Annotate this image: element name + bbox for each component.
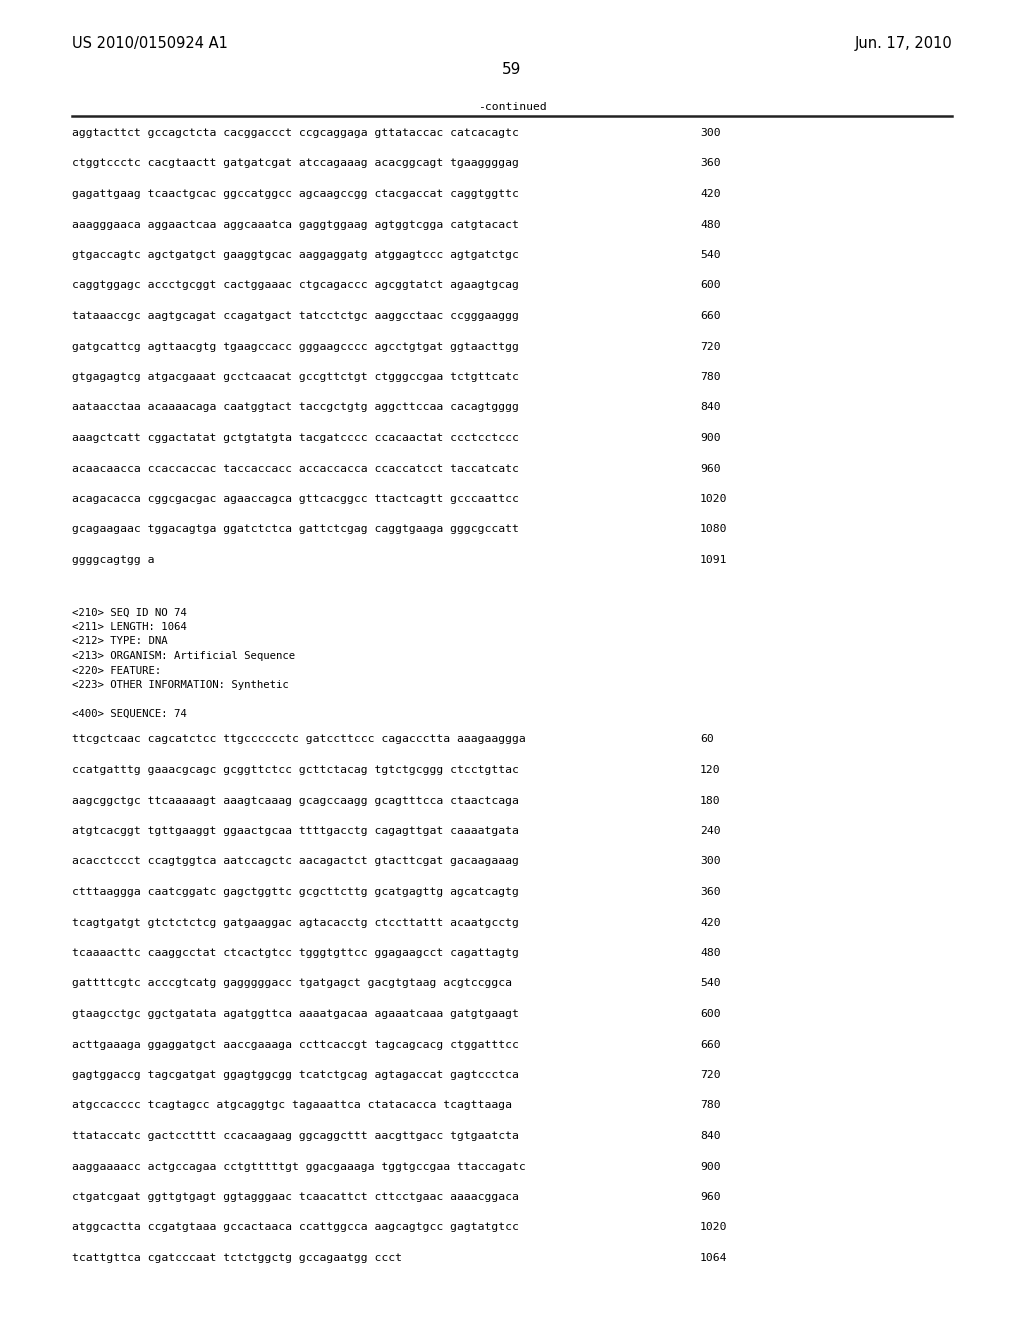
Text: -continued: -continued — [477, 102, 547, 112]
Text: 960: 960 — [700, 1192, 721, 1203]
Text: <212> TYPE: DNA: <212> TYPE: DNA — [72, 636, 168, 647]
Text: 540: 540 — [700, 249, 721, 260]
Text: US 2010/0150924 A1: US 2010/0150924 A1 — [72, 36, 228, 51]
Text: gtgagagtcg atgacgaaat gcctcaacat gccgttctgt ctgggccgaa tctgttcatc: gtgagagtcg atgacgaaat gcctcaacat gccgttc… — [72, 372, 519, 381]
Text: <211> LENGTH: 1064: <211> LENGTH: 1064 — [72, 622, 186, 632]
Text: acaacaacca ccaccaccac taccaccacc accaccacca ccaccatcct taccatcatc: acaacaacca ccaccaccac taccaccacc accacca… — [72, 463, 519, 474]
Text: 240: 240 — [700, 826, 721, 836]
Text: 600: 600 — [700, 1008, 721, 1019]
Text: 59: 59 — [503, 62, 521, 77]
Text: acagacacca cggcgacgac agaaccagca gttcacggcc ttactcagtt gcccaattcc: acagacacca cggcgacgac agaaccagca gttcacg… — [72, 494, 519, 504]
Text: 600: 600 — [700, 281, 721, 290]
Text: atggcactta ccgatgtaaa gccactaaca ccattggcca aagcagtgcc gagtatgtcc: atggcactta ccgatgtaaa gccactaaca ccattgg… — [72, 1222, 519, 1233]
Text: acacctccct ccagtggtca aatccagctc aacagactct gtacttcgat gacaagaaag: acacctccct ccagtggtca aatccagctc aacagac… — [72, 857, 519, 866]
Text: aaagctcatt cggactatat gctgtatgta tacgatcccc ccacaactat ccctcctccc: aaagctcatt cggactatat gctgtatgta tacgatc… — [72, 433, 519, 444]
Text: gatgcattcg agttaacgtg tgaagccacc gggaagcccc agcctgtgat ggtaacttgg: gatgcattcg agttaacgtg tgaagccacc gggaagc… — [72, 342, 519, 351]
Text: 1080: 1080 — [700, 524, 727, 535]
Text: 1020: 1020 — [700, 1222, 727, 1233]
Text: 660: 660 — [700, 1040, 721, 1049]
Text: tcagtgatgt gtctctctcg gatgaaggac agtacacctg ctccttattt acaatgcctg: tcagtgatgt gtctctctcg gatgaaggac agtacac… — [72, 917, 519, 928]
Text: <400> SEQUENCE: 74: <400> SEQUENCE: 74 — [72, 709, 186, 718]
Text: 420: 420 — [700, 917, 721, 928]
Text: <223> OTHER INFORMATION: Synthetic: <223> OTHER INFORMATION: Synthetic — [72, 680, 289, 690]
Text: 1064: 1064 — [700, 1253, 727, 1263]
Text: 1091: 1091 — [700, 554, 727, 565]
Text: ctggtccctc cacgtaactt gatgatcgat atccagaaag acacggcagt tgaaggggag: ctggtccctc cacgtaactt gatgatcgat atccaga… — [72, 158, 519, 169]
Text: 780: 780 — [700, 1101, 721, 1110]
Text: 480: 480 — [700, 219, 721, 230]
Text: 900: 900 — [700, 1162, 721, 1172]
Text: gagtggaccg tagcgatgat ggagtggcgg tcatctgcag agtagaccat gagtccctca: gagtggaccg tagcgatgat ggagtggcgg tcatctg… — [72, 1071, 519, 1080]
Text: atgtcacggt tgttgaaggt ggaactgcaa ttttgacctg cagagttgat caaaatgata: atgtcacggt tgttgaaggt ggaactgcaa ttttgac… — [72, 826, 519, 836]
Text: 660: 660 — [700, 312, 721, 321]
Text: tcaaaacttc caaggcctat ctcactgtcc tgggtgttcc ggagaagcct cagattagtg: tcaaaacttc caaggcctat ctcactgtcc tgggtgt… — [72, 948, 519, 958]
Text: aaggaaaacc actgccagaa cctgtttttgt ggacgaaaga tggtgccgaa ttaccagatc: aaggaaaacc actgccagaa cctgtttttgt ggacga… — [72, 1162, 525, 1172]
Text: 720: 720 — [700, 1071, 721, 1080]
Text: <213> ORGANISM: Artificial Sequence: <213> ORGANISM: Artificial Sequence — [72, 651, 295, 661]
Text: aaagggaaca aggaactcaa aggcaaatca gaggtggaag agtggtcgga catgtacact: aaagggaaca aggaactcaa aggcaaatca gaggtgg… — [72, 219, 519, 230]
Text: ccatgatttg gaaacgcagc gcggttctcc gcttctacag tgtctgcggg ctcctgttac: ccatgatttg gaaacgcagc gcggttctcc gcttcta… — [72, 766, 519, 775]
Text: aataacctaa acaaaacaga caatggtact taccgctgtg aggcttccaa cacagtgggg: aataacctaa acaaaacaga caatggtact taccgct… — [72, 403, 519, 412]
Text: atgccacccc tcagtagcc atgcaggtgc tagaaattca ctatacacca tcagttaaga: atgccacccc tcagtagcc atgcaggtgc tagaaatt… — [72, 1101, 512, 1110]
Text: caggtggagc accctgcggt cactggaaac ctgcagaccc agcggtatct agaagtgcag: caggtggagc accctgcggt cactggaaac ctgcaga… — [72, 281, 519, 290]
Text: 540: 540 — [700, 978, 721, 989]
Text: 960: 960 — [700, 463, 721, 474]
Text: 780: 780 — [700, 372, 721, 381]
Text: 420: 420 — [700, 189, 721, 199]
Text: 360: 360 — [700, 887, 721, 898]
Text: ggggcagtgg a: ggggcagtgg a — [72, 554, 155, 565]
Text: 360: 360 — [700, 158, 721, 169]
Text: 180: 180 — [700, 796, 721, 805]
Text: 1020: 1020 — [700, 494, 727, 504]
Text: ttcgctcaac cagcatctcc ttgcccccctc gatccttccc cagaccctta aaagaaggga: ttcgctcaac cagcatctcc ttgcccccctc gatcct… — [72, 734, 525, 744]
Text: tcattgttca cgatcccaat tctctggctg gccagaatgg ccct: tcattgttca cgatcccaat tctctggctg gccagaa… — [72, 1253, 402, 1263]
Text: 480: 480 — [700, 948, 721, 958]
Text: aggtacttct gccagctcta cacggaccct ccgcaggaga gttataccac catcacagtc: aggtacttct gccagctcta cacggaccct ccgcagg… — [72, 128, 519, 139]
Text: 840: 840 — [700, 403, 721, 412]
Text: Jun. 17, 2010: Jun. 17, 2010 — [854, 36, 952, 51]
Text: 720: 720 — [700, 342, 721, 351]
Text: gtgaccagtc agctgatgct gaaggtgcac aaggaggatg atggagtccc agtgatctgc: gtgaccagtc agctgatgct gaaggtgcac aaggagg… — [72, 249, 519, 260]
Text: tataaaccgc aagtgcagat ccagatgact tatcctctgc aaggcctaac ccgggaaggg: tataaaccgc aagtgcagat ccagatgact tatcctc… — [72, 312, 519, 321]
Text: gcagaagaac tggacagtga ggatctctca gattctcgag caggtgaaga gggcgccatt: gcagaagaac tggacagtga ggatctctca gattctc… — [72, 524, 519, 535]
Text: gtaagcctgc ggctgatata agatggttca aaaatgacaa agaaatcaaa gatgtgaagt: gtaagcctgc ggctgatata agatggttca aaaatga… — [72, 1008, 519, 1019]
Text: ctttaaggga caatcggatc gagctggttc gcgcttcttg gcatgagttg agcatcagtg: ctttaaggga caatcggatc gagctggttc gcgcttc… — [72, 887, 519, 898]
Text: 60: 60 — [700, 734, 714, 744]
Text: aagcggctgc ttcaaaaagt aaagtcaaag gcagccaagg gcagtttcca ctaactcaga: aagcggctgc ttcaaaaagt aaagtcaaag gcagcca… — [72, 796, 519, 805]
Text: <210> SEQ ID NO 74: <210> SEQ ID NO 74 — [72, 607, 186, 618]
Text: ttataccatc gactcctttt ccacaagaag ggcaggcttt aacgttgacc tgtgaatcta: ttataccatc gactcctttt ccacaagaag ggcaggc… — [72, 1131, 519, 1140]
Text: <220> FEATURE:: <220> FEATURE: — [72, 665, 161, 676]
Text: 300: 300 — [700, 857, 721, 866]
Text: acttgaaaga ggaggatgct aaccgaaaga ccttcaccgt tagcagcacg ctggatttcc: acttgaaaga ggaggatgct aaccgaaaga ccttcac… — [72, 1040, 519, 1049]
Text: 300: 300 — [700, 128, 721, 139]
Text: ctgatcgaat ggttgtgagt ggtagggaac tcaacattct cttcctgaac aaaacggaca: ctgatcgaat ggttgtgagt ggtagggaac tcaacat… — [72, 1192, 519, 1203]
Text: 900: 900 — [700, 433, 721, 444]
Text: 120: 120 — [700, 766, 721, 775]
Text: gagattgaag tcaactgcac ggccatggcc agcaagccgg ctacgaccat caggtggttc: gagattgaag tcaactgcac ggccatggcc agcaagc… — [72, 189, 519, 199]
Text: 840: 840 — [700, 1131, 721, 1140]
Text: gattttcgtc acccgtcatg gagggggacc tgatgagct gacgtgtaag acgtccggca: gattttcgtc acccgtcatg gagggggacc tgatgag… — [72, 978, 512, 989]
